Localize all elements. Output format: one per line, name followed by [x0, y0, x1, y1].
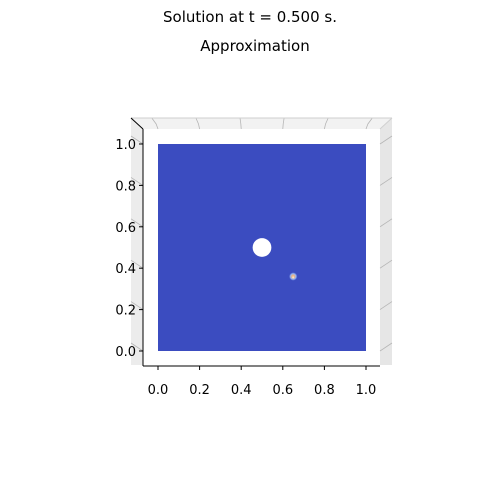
pane-left: [131, 118, 143, 365]
x-tick-label: 0.4: [231, 383, 252, 398]
axes-title: Approximation: [200, 37, 310, 55]
y-tick-label: 0.2: [115, 304, 136, 319]
back-pane-gridline: [282, 117, 285, 130]
surface-hole: [252, 238, 272, 257]
back-pane-gridline: [151, 117, 159, 130]
surface-hotspot-core: [292, 276, 295, 279]
back-pane-gridline: [324, 117, 329, 130]
back-pane-gridline: [195, 117, 200, 130]
left-pane-gridline: [130, 259, 144, 269]
right-pane-gridline: [379, 301, 393, 310]
pane-back: [131, 118, 392, 129]
right-pane-gridline: [379, 259, 393, 269]
y-tick-label: 0.6: [115, 221, 136, 236]
x-tick-label: 0.8: [314, 383, 335, 398]
right-pane-gridline: [379, 218, 393, 228]
right-pane-gridline: [379, 135, 393, 145]
right-pane-gridline: [379, 342, 393, 352]
figure-suptitle: Solution at t = 0.500 s.: [163, 8, 337, 26]
pane-gridlines: [130, 117, 393, 352]
y-tick-label: 0.4: [115, 262, 136, 277]
pane-right: [380, 118, 392, 365]
left-pane-gridline: [130, 177, 144, 186]
right-pane-gridline: [379, 177, 393, 186]
pane-edge-right: [379, 117, 393, 130]
pane-edge-left: [130, 117, 144, 130]
back-pane-gridline: [239, 117, 242, 130]
left-pane-gridline: [130, 218, 144, 228]
y-tick-label: 1.0: [115, 138, 136, 153]
back-pane-gridline: [365, 117, 373, 130]
x-tick-label: 0.0: [148, 383, 169, 398]
y-tick-label: 0.8: [115, 179, 136, 194]
x-tick-label: 1.0: [356, 383, 377, 398]
left-pane-gridline: [130, 342, 144, 352]
x-tick-label: 0.2: [189, 383, 210, 398]
x-tick-label: 0.6: [272, 383, 293, 398]
left-pane-gridline: [130, 301, 144, 310]
y-axis-ticks: 0.0 0.2 0.4 0.6 0.8 1.0: [115, 138, 143, 360]
left-pane-gridline: [130, 135, 144, 145]
y-tick-label: 0.0: [115, 345, 136, 360]
x-axis-ticks: 0.0 0.2 0.4 0.6 0.8 1.0: [148, 366, 377, 398]
